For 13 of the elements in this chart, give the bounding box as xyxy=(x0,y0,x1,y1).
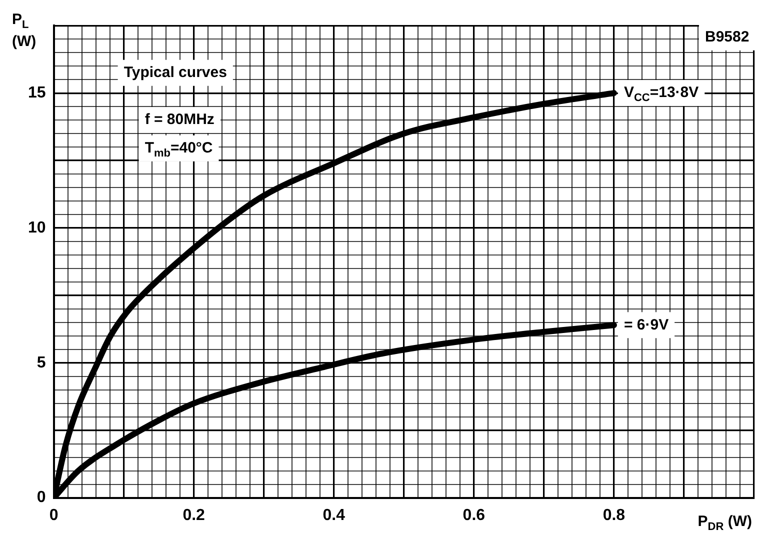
y-tick-label: 10 xyxy=(28,219,46,236)
x-tick-label: 0.6 xyxy=(462,506,486,524)
annotation: B9582 xyxy=(704,28,750,46)
y-tick-label: 0 xyxy=(36,489,46,506)
x-tick-label: 0.2 xyxy=(182,506,206,524)
x-tick-label: 0.8 xyxy=(602,506,626,524)
y-tick-label: 5 xyxy=(36,354,46,372)
annotation: Typical curves xyxy=(124,64,227,81)
x-tick-label: 0 xyxy=(49,506,58,524)
annotation: f = 80MHz xyxy=(144,111,214,128)
x-tick-label: 0.4 xyxy=(322,506,346,524)
y-tick-label: 15 xyxy=(28,84,46,102)
series-label: = 6·9V xyxy=(624,316,669,334)
